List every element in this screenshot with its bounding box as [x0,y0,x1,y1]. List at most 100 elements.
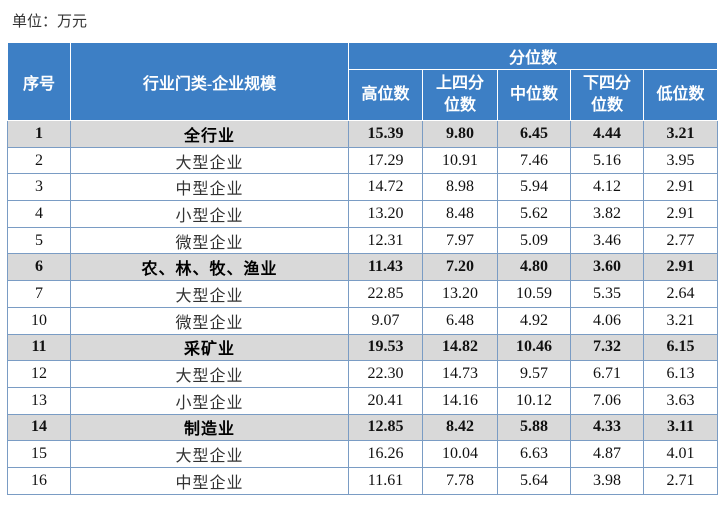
cell: 5.09 [497,226,571,255]
table-row: 12 大型企业 22.30 14.73 9.57 6.71 6.13 [7,360,719,388]
cell: 3.82 [570,200,644,228]
data-table: 序号 行业门类-企业规模 分位数 高位数 上四分位数 中位数 下四分位数 低位数 1 全行… [7,42,719,495]
category-cell: 农、林、牧、渔业 [70,253,349,282]
cell: 11 [7,333,71,362]
table-row: 1 全行业 15.39 9.80 6.45 4.44 3.21 [7,120,719,148]
table-row: 5 微型企业 12.31 7.97 5.09 3.46 2.77 [7,226,719,255]
cell: 2.91 [642,200,719,228]
cell: 4 [7,200,71,228]
cell: 6.48 [422,306,498,335]
header-cell: 低位数 [642,69,719,121]
cell: 3.98 [570,466,644,495]
cell: 14.73 [422,360,498,388]
cell: 8.42 [422,413,498,442]
cell: 10.12 [497,386,571,415]
table-row: 15 大型企业 16.26 10.04 6.63 4.87 4.01 [7,440,719,468]
cell: 11.61 [348,466,423,495]
cell: 16 [7,466,71,495]
unit-label: 单位：万元 [12,14,88,30]
cell: 6.63 [497,440,571,468]
cell: 4.12 [570,173,644,202]
header-text: 上四分位数 [435,75,484,114]
cell: 8.48 [422,200,498,228]
cell: 4.80 [497,253,571,282]
cell: 6.13 [642,360,719,388]
category-cell: 中型企业 [70,466,349,495]
cell: 7.78 [422,466,498,495]
cell: 4.06 [570,306,644,335]
header-cell: 中位数 [497,69,571,121]
header-cell: 高位数 [348,69,423,121]
cell: 3.11 [642,413,719,442]
cell: 1 [7,120,71,148]
table-row: 3 中型企业 14.72 8.98 5.94 4.12 2.91 [7,173,719,202]
cell: 4.92 [497,306,571,335]
cell: 9.57 [497,360,571,388]
header-text: 下四分位数 [582,75,631,114]
cell: 10.59 [497,280,571,308]
cell: 6.45 [497,120,571,148]
cell: 2.77 [642,226,719,255]
cell: 9.07 [348,306,423,335]
cell: 2 [7,146,71,175]
cell: 5.94 [497,173,571,202]
cell: 15 [7,440,71,468]
cell: 2.64 [642,280,719,308]
cell: 10.04 [422,440,498,468]
category-cell: 中型企业 [70,173,349,202]
cell: 7.20 [422,253,498,282]
cell: 14.82 [422,333,498,362]
category-cell: 采矿业 [70,333,349,362]
category-cell: 微型企业 [70,226,349,255]
cell: 5.62 [497,200,571,228]
category-cell: 微型企业 [70,306,349,335]
cell: 2.91 [642,173,719,202]
cell: 6.71 [570,360,644,388]
cell: 14 [7,413,71,442]
category-cell: 大型企业 [70,360,349,388]
table-row: 7 大型企业 22.85 13.20 10.59 5.35 2.64 [7,280,719,308]
cell: 3.21 [642,120,719,148]
cell: 10.91 [422,146,498,175]
cell: 13.20 [422,280,498,308]
cell: 5.64 [497,466,571,495]
cell: 15.39 [348,120,423,148]
cell: 7.97 [422,226,498,255]
cell: 5.88 [497,413,571,442]
cell: 7.46 [497,146,571,175]
cell: 9.80 [422,120,498,148]
table-row: 6 农、林、牧、渔业 11.43 7.20 4.80 3.60 2.91 [7,253,719,282]
table-row: 16 中型企业 11.61 7.78 5.64 3.98 2.71 [7,466,719,495]
cell: 3.95 [642,146,719,175]
category-cell: 小型企业 [70,386,349,415]
cell: 4.44 [570,120,644,148]
table-row: 10 微型企业 9.07 6.48 4.92 4.06 3.21 [7,306,719,335]
cell: 10.46 [497,333,571,362]
table-row: 14 制造业 12.85 8.42 5.88 4.33 3.11 [7,413,719,442]
cell: 4.33 [570,413,644,442]
header-cell: 下四分位数 [570,69,644,121]
table-row: 4 小型企业 13.20 8.48 5.62 3.82 2.91 [7,200,719,228]
cell: 5.35 [570,280,644,308]
cell: 3.21 [642,306,719,335]
category-cell: 大型企业 [70,146,349,175]
cell: 5.16 [570,146,644,175]
cell: 16.26 [348,440,423,468]
category-cell: 全行业 [70,120,349,148]
table-row: 11 采矿业 19.53 14.82 10.46 7.32 6.15 [7,333,719,362]
cell: 13 [7,386,71,415]
cell: 20.41 [348,386,423,415]
cell: 8.98 [422,173,498,202]
cell: 3.63 [642,386,719,415]
cell: 13.20 [348,200,423,228]
cell: 12 [7,360,71,388]
cell: 4.01 [642,440,719,468]
header-category: 行业门类-企业规模 [70,42,349,121]
cell: 7.06 [570,386,644,415]
cell: 2.91 [642,253,719,282]
cell: 2.71 [642,466,719,495]
category-cell: 制造业 [70,413,349,442]
cell: 6 [7,253,71,282]
header-group: 分位数 [347,42,719,70]
